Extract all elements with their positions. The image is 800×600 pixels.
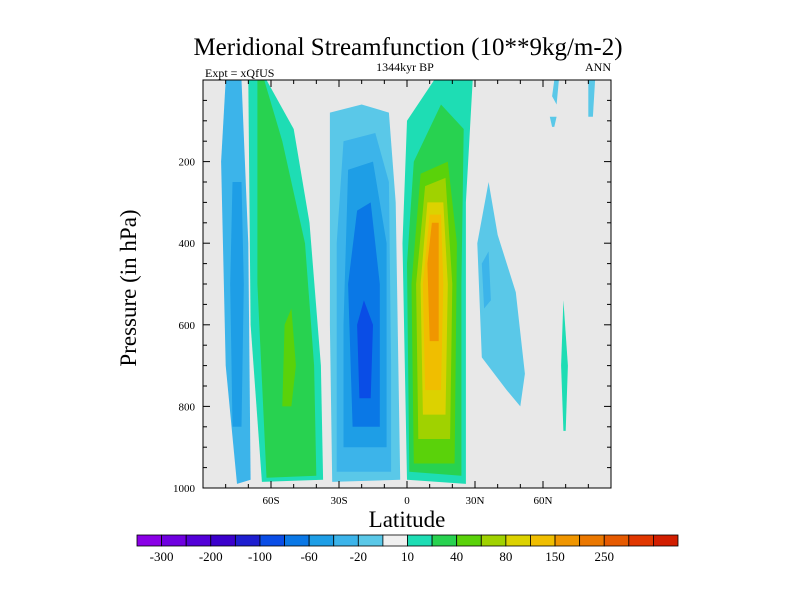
y-tick-label: 800 [179,401,196,413]
colorbar-box [136,534,162,547]
colorbar-box [234,534,261,547]
x-tick-label: 30S [330,495,347,507]
colorbar-label: 10 [401,549,414,564]
x-axis-label: Latitude [369,507,446,532]
contour-fill-4-0 [477,182,525,407]
colorbar-box [407,534,433,547]
season-label: ANN [585,60,611,74]
contour-fill-4-1 [481,251,491,309]
contour-fill-5-0 [552,80,559,105]
colorbar-label: -60 [300,549,317,564]
colorbar-box [185,534,212,547]
contour-fill-5-2 [588,80,596,117]
y-tick-label: 1000 [173,483,196,495]
colorbar-box [161,534,187,547]
contour-fill-0-1 [230,182,244,427]
x-tick-label: 60N [534,495,553,507]
y-tick-label: 200 [179,157,196,169]
contour-fill-2-4 [357,300,373,399]
colorbar-box [603,534,630,547]
colorbar-box [382,534,408,547]
colorbar-box [308,534,335,547]
experiment-label: Expt = xQfUS [205,66,274,80]
colorbar-box [480,534,507,547]
colorbar-label: -100 [248,549,272,564]
colorbar-box [579,534,605,547]
colorbar-box [554,534,581,547]
colorbar-box [210,534,236,547]
contour-fill-1-1 [257,80,317,478]
colorbar-label: -20 [350,549,367,564]
colorbar-box [628,534,654,547]
colorbar-box [259,534,285,547]
chart-title: Meridional Streamfunction (10**9kg/m-2) [193,34,622,61]
colorbar-label: -200 [199,549,223,564]
y-axis-label: Pressure (in hPa) [116,209,141,366]
contour-fill-5-1 [549,116,557,127]
y-tick-label: 400 [179,238,196,250]
contour-fill-3-6 [427,222,439,342]
x-tick-label: 60S [262,495,279,507]
plot-area: 60S 30S 0 30N 60N 200 400 600 800 1000 [173,79,612,507]
colorbar-box [357,534,384,547]
colorbar-label: 80 [499,549,512,564]
x-tick-label: 30N [466,495,485,507]
colorbar-box [284,534,310,547]
colorbar-box [333,534,359,547]
colorbar-box [653,534,679,547]
colorbar-label: -300 [150,549,174,564]
colorbar-label: 40 [450,549,463,564]
colorbar-label: 250 [594,549,614,564]
colorbar-box [456,534,482,547]
x-tick-label: 0 [404,495,410,507]
contour-fill-1-2 [282,308,296,407]
colorbar-label: 150 [545,549,565,564]
y-tick-label: 600 [179,320,196,332]
chart-subtitle: 1344kyr BP [376,60,434,74]
colorbar-box [505,534,531,547]
colorbar-box [431,534,458,547]
colorbar: -300 -200 -100 -60 -20 10 40 80 150 250 [136,534,679,564]
colorbar-box [530,534,556,547]
contour-fill-5-3 [561,300,568,431]
